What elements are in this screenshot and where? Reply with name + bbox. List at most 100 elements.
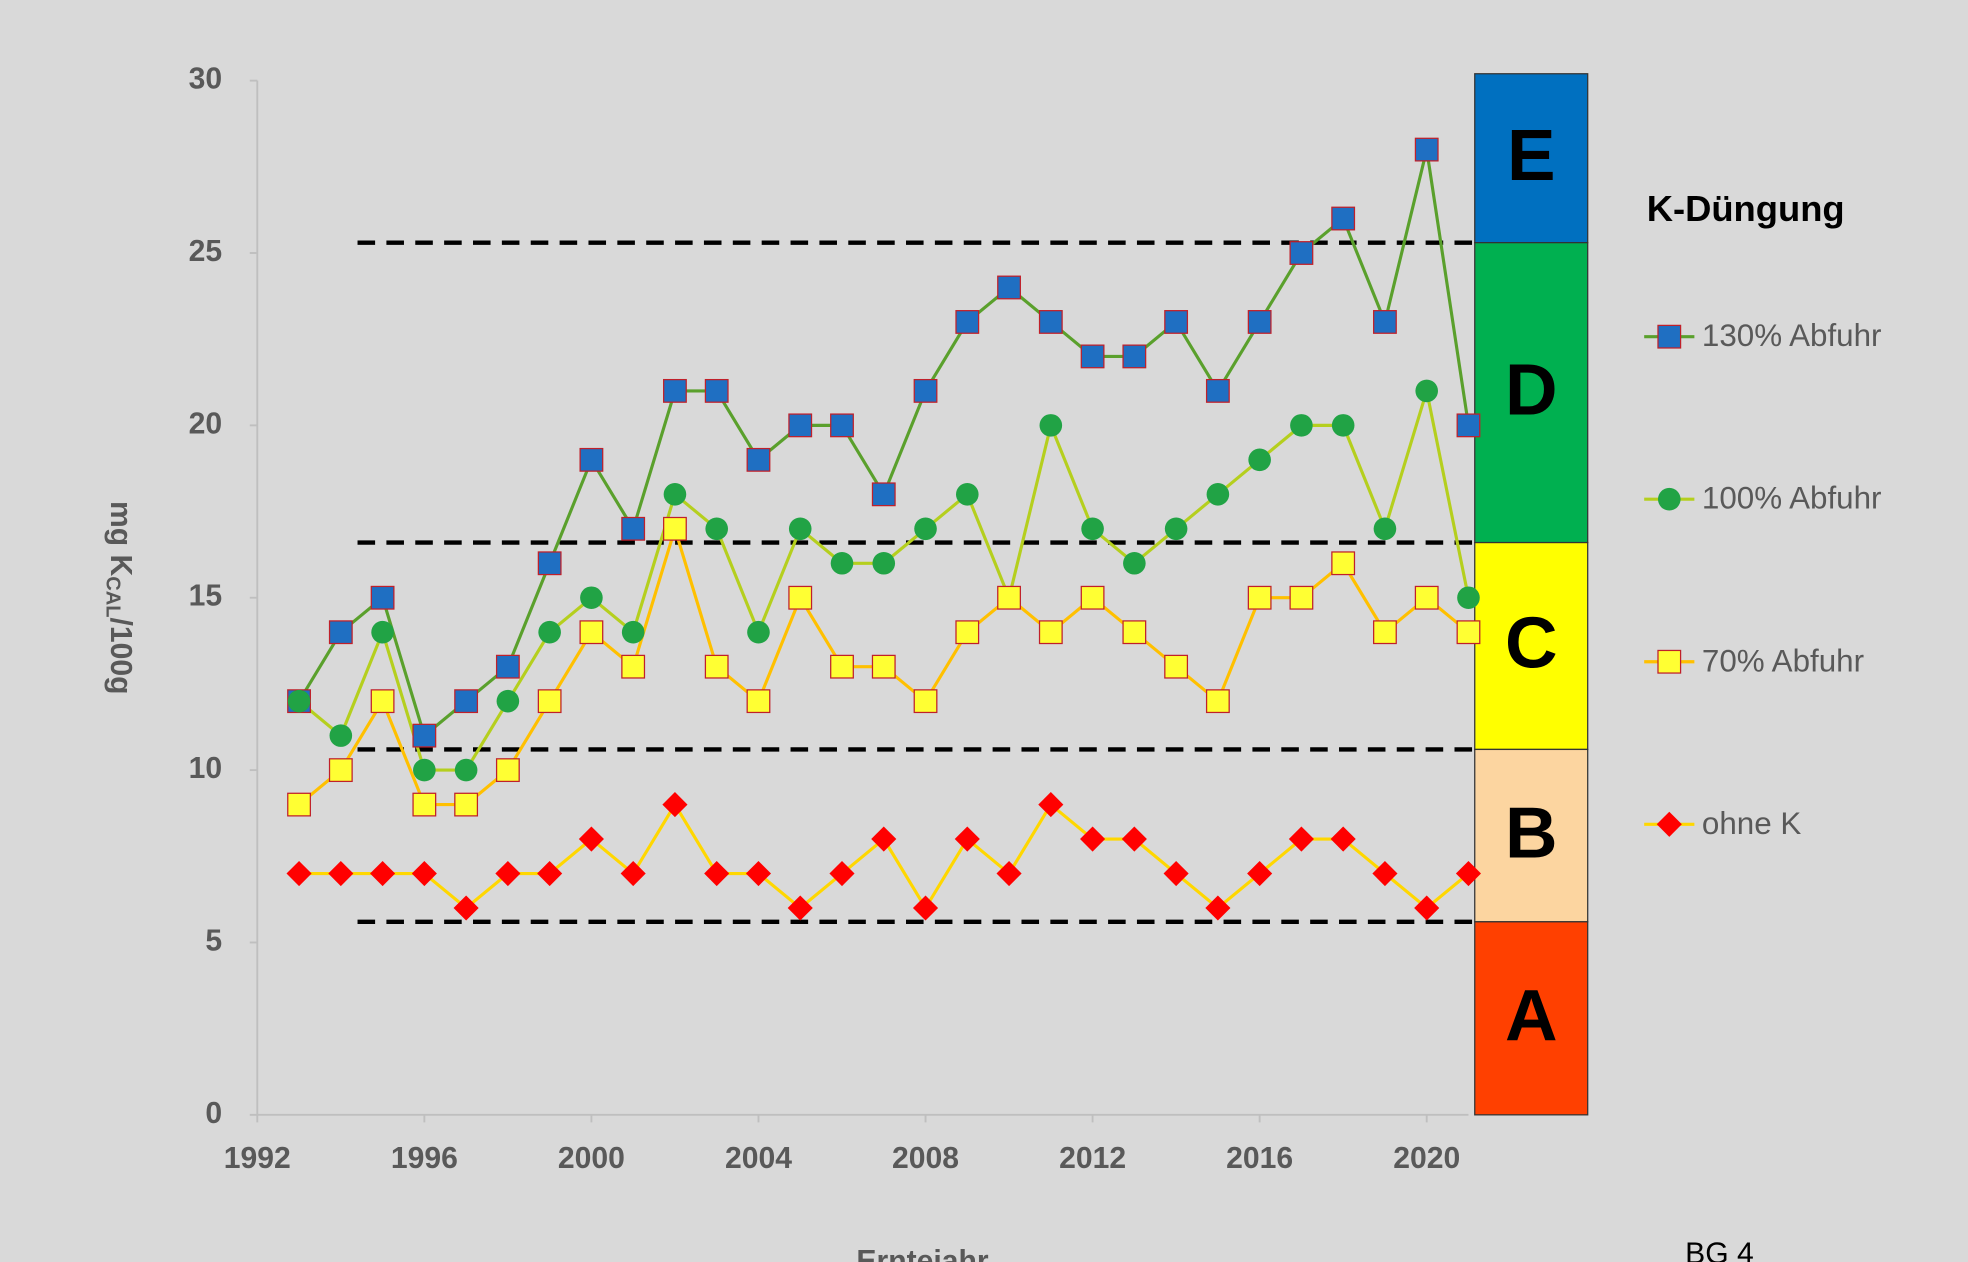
x-tick-label: 2008 xyxy=(892,1142,959,1175)
data-point xyxy=(370,585,395,610)
data-point xyxy=(1122,620,1147,645)
class-box xyxy=(1474,748,1589,923)
data-point xyxy=(913,689,938,714)
class-label: A xyxy=(1505,975,1558,1056)
data-point xyxy=(578,826,604,852)
data-point xyxy=(704,378,729,403)
data-point xyxy=(1455,860,1482,887)
data-point xyxy=(663,483,687,506)
data-point xyxy=(1372,860,1398,887)
data-point xyxy=(1456,620,1481,645)
data-point xyxy=(954,826,980,852)
data-point xyxy=(1206,483,1230,506)
legend-marker xyxy=(1657,487,1681,511)
data-point xyxy=(1289,585,1314,610)
legend-label: 130% Abfuhr xyxy=(1702,318,1882,353)
data-point xyxy=(1038,620,1063,645)
data-point xyxy=(1164,310,1189,334)
data-point xyxy=(1163,860,1189,887)
data-point xyxy=(287,792,311,817)
data-point xyxy=(997,585,1021,610)
y-tick-label: 15 xyxy=(189,580,223,613)
legend-label: 70% Abfuhr xyxy=(1702,643,1864,678)
data-point xyxy=(620,860,646,887)
data-point xyxy=(871,826,897,852)
data-point xyxy=(537,860,563,887)
data-point xyxy=(329,724,353,747)
x-tick-label: 2012 xyxy=(1059,1142,1126,1175)
data-point xyxy=(1080,344,1105,369)
data-point xyxy=(1289,241,1314,265)
data-point xyxy=(1414,137,1439,162)
data-point xyxy=(371,620,394,644)
data-point xyxy=(412,792,437,817)
class-label: E xyxy=(1507,115,1556,196)
data-point xyxy=(1038,310,1063,334)
data-point xyxy=(704,860,730,887)
data-point xyxy=(1121,826,1147,852)
data-point xyxy=(328,620,353,645)
x-tick-label: 2020 xyxy=(1393,1142,1460,1175)
data-point xyxy=(537,689,562,714)
class-box xyxy=(1474,242,1589,544)
data-point xyxy=(871,654,896,679)
data-point xyxy=(328,758,353,783)
y-tick-label: 20 xyxy=(189,407,223,440)
data-point xyxy=(495,758,520,783)
data-point xyxy=(830,413,854,438)
data-point xyxy=(1080,585,1105,610)
data-point xyxy=(1248,448,1271,472)
data-point xyxy=(788,413,813,438)
data-point xyxy=(1331,206,1356,231)
x-tick-label: 2004 xyxy=(725,1142,792,1175)
data-point xyxy=(787,895,813,921)
data-point xyxy=(579,447,604,472)
data-point xyxy=(411,860,437,887)
data-point xyxy=(1288,826,1314,852)
data-point xyxy=(663,378,687,403)
data-point xyxy=(1247,585,1272,610)
data-point xyxy=(1414,895,1440,921)
legend-title: K-Düngung xyxy=(1647,188,1845,229)
y-tick-label: 10 xyxy=(189,752,223,785)
data-point xyxy=(1331,414,1355,437)
y-label-part: mg K xyxy=(104,501,137,577)
data-point xyxy=(788,517,812,541)
data-point xyxy=(1330,826,1356,852)
data-point xyxy=(453,895,479,921)
x-tick-label: 2000 xyxy=(558,1142,625,1175)
data-point xyxy=(621,620,645,644)
x-tick-label: 2016 xyxy=(1226,1142,1293,1175)
series-line xyxy=(299,801,1470,912)
y-axis-label: mg KCAL/100g xyxy=(101,501,137,695)
data-point xyxy=(1331,551,1356,576)
class-box xyxy=(1474,541,1589,751)
class-label: C xyxy=(1505,603,1558,684)
data-point xyxy=(662,792,688,818)
data-point xyxy=(746,447,771,472)
legend-marker xyxy=(1657,324,1682,349)
data-point xyxy=(1164,517,1188,541)
data-point xyxy=(1205,689,1230,714)
x-tick-label: 1996 xyxy=(391,1142,458,1175)
data-point xyxy=(1247,310,1272,334)
data-point xyxy=(579,620,604,645)
data-point xyxy=(287,689,311,713)
data-point xyxy=(495,654,520,679)
data-point xyxy=(830,551,854,575)
data-point xyxy=(538,620,561,644)
data-point xyxy=(1039,414,1063,437)
data-point xyxy=(1123,551,1146,575)
legend-marker xyxy=(1657,649,1682,674)
legend-label: 100% Abfuhr xyxy=(1702,481,1882,516)
data-point xyxy=(830,654,854,679)
note: BG 4 xyxy=(1685,1237,1754,1262)
data-point xyxy=(955,483,979,506)
class-label: B xyxy=(1505,792,1558,873)
data-point xyxy=(1081,517,1104,541)
class-label: D xyxy=(1505,349,1558,430)
y-label-part: /100g xyxy=(104,618,137,695)
y-tick-label: 25 xyxy=(189,235,223,268)
data-point xyxy=(495,860,521,887)
data-point xyxy=(370,689,395,714)
